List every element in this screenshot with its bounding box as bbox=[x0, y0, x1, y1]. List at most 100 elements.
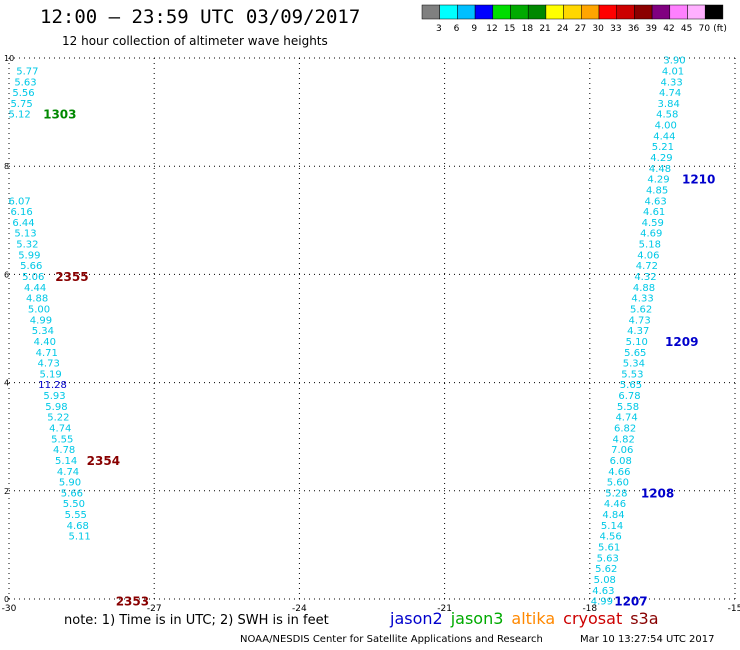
wave-height-label: 5.34 bbox=[32, 326, 54, 337]
wave-height-label: 4.66 bbox=[608, 467, 630, 478]
wave-height-label: 4.33 bbox=[631, 294, 653, 305]
colorbar-swatch bbox=[563, 4, 582, 20]
wave-height-label: 5.10 bbox=[626, 337, 648, 348]
colorbar-swatch bbox=[669, 4, 688, 20]
wave-height-label: 4.72 bbox=[636, 261, 658, 272]
wave-height-label: 5.66 bbox=[20, 261, 42, 272]
colorbar-swatch bbox=[598, 4, 617, 20]
wave-height-label: 4.69 bbox=[640, 229, 662, 240]
wave-height-label: 5.58 bbox=[617, 402, 639, 413]
wave-height-label: 4.74 bbox=[615, 413, 637, 424]
colorbar-swatch bbox=[616, 4, 635, 20]
colorbar-swatch bbox=[510, 4, 529, 20]
colorbar-swatch bbox=[421, 4, 440, 20]
grid-lines bbox=[8, 57, 736, 600]
wave-height-label: 5.65 bbox=[624, 348, 646, 359]
wave-height-label: 4.06 bbox=[637, 250, 659, 261]
footer-note: note: 1) Time is in UTC; 2) SWH is in fe… bbox=[64, 613, 329, 628]
colorbar-swatch bbox=[474, 4, 494, 20]
colorbar-label: 6 bbox=[454, 24, 460, 34]
wave-height-label: 5.22 bbox=[47, 413, 69, 424]
colorbar-swatch bbox=[704, 4, 724, 20]
wave-height-label: 4.46 bbox=[604, 499, 626, 510]
colorbar-label: 27 bbox=[575, 24, 586, 34]
wave-height-label: 4.74 bbox=[659, 88, 681, 99]
x-tick-label: -27 bbox=[147, 604, 162, 614]
wave-height-label: 5.50 bbox=[63, 499, 85, 510]
wave-height-label: 4.33 bbox=[660, 77, 682, 88]
wave-height-label: 5.60 bbox=[607, 478, 629, 489]
wave-height-label: 4.44 bbox=[24, 283, 46, 294]
wave-height-label: 4.37 bbox=[627, 326, 649, 337]
wave-height-label: 4.68 bbox=[67, 521, 89, 532]
wave-height-label: 6.82 bbox=[614, 424, 636, 435]
wave-height-label: 5.21 bbox=[652, 142, 674, 153]
wave-height-label: 4.58 bbox=[656, 110, 678, 121]
time-label: 2355 bbox=[55, 270, 88, 284]
wave-height-label: 5.99 bbox=[18, 250, 40, 261]
wave-height-label: 5.61 bbox=[598, 543, 620, 554]
credit-text: NOAA/NESDIS Center for Satellite Applica… bbox=[240, 634, 543, 645]
satellite-jason2: jason2 bbox=[390, 609, 443, 628]
colorbar-label: 39 bbox=[646, 24, 658, 34]
wave-height-label: 4.88 bbox=[26, 294, 48, 305]
wave-height-label: 5.63 bbox=[597, 553, 619, 564]
wave-height-label: 4.01 bbox=[662, 66, 684, 77]
wave-height-label: 5.90 bbox=[59, 478, 81, 489]
wave-height-label: 11.28 bbox=[38, 380, 67, 391]
wave-height-label: 4.48 bbox=[649, 164, 671, 175]
colorbar-swatch bbox=[651, 4, 671, 20]
wave-height-label: 5.62 bbox=[595, 564, 617, 575]
y-tick-label: 10 bbox=[4, 54, 14, 63]
wave-height-label: 4.61 bbox=[643, 207, 665, 218]
wave-height-label: 5.14 bbox=[55, 456, 77, 467]
wave-height-label: 5.77 bbox=[16, 66, 38, 77]
wave-height-label: 6.44 bbox=[12, 218, 34, 229]
wave-height-label: 4.85 bbox=[646, 185, 668, 196]
wave-height-label: 5.13 bbox=[14, 229, 36, 240]
wave-height-label: 5.53 bbox=[621, 369, 643, 380]
wave-height-label: 5.32 bbox=[16, 240, 38, 251]
satellite-legend: jason2 jason3 altika cryosat s3a bbox=[390, 609, 667, 628]
wave-height-label: 5.55 bbox=[65, 510, 87, 521]
wave-height-label: 6.07 bbox=[9, 196, 31, 207]
colorbar-label: 30 bbox=[592, 24, 604, 34]
satellite-s3a: s3a bbox=[630, 609, 659, 628]
colorbar-swatch bbox=[581, 4, 600, 20]
colorbar-swatch bbox=[687, 4, 706, 20]
data-points: 5.775.635.565.755.126.076.166.445.135.32… bbox=[9, 56, 716, 609]
wave-height-label: 4.73 bbox=[38, 359, 60, 370]
wave-height-label: 4.56 bbox=[599, 532, 621, 543]
x-tick-label: -21 bbox=[437, 604, 452, 614]
colorbar-swatch bbox=[439, 4, 458, 20]
time-label: 2353 bbox=[116, 595, 149, 609]
time-label: 1208 bbox=[641, 486, 674, 500]
y-tick-label: 0 bbox=[4, 595, 9, 604]
wave-height-label: 4.29 bbox=[650, 153, 672, 164]
time-label: 1210 bbox=[682, 173, 715, 187]
colorbar-swatch bbox=[492, 4, 511, 20]
axes: -30 -27 -24 -21 -18 -15 0 2 4 6 8 10 bbox=[2, 54, 740, 614]
wave-height-label: 5.56 bbox=[12, 88, 34, 99]
colorbar-swatch bbox=[457, 4, 476, 20]
satellite-cryosat: cryosat bbox=[563, 609, 623, 628]
wave-height-label: 5.98 bbox=[45, 402, 67, 413]
wave-height-label: 5.18 bbox=[639, 240, 661, 251]
wave-height-label: 5.63 bbox=[14, 77, 36, 88]
wave-height-label: 7.06 bbox=[611, 445, 633, 456]
satellite-jason3: jason3 bbox=[450, 609, 504, 628]
colorbar-label: 18 bbox=[522, 24, 534, 34]
wave-height-label: 4.99 bbox=[30, 315, 52, 326]
wave-height-label: 4.88 bbox=[633, 283, 655, 294]
wave-height-label: 4.29 bbox=[647, 175, 669, 186]
wave-height-label: 5.08 bbox=[594, 575, 616, 586]
wave-height-label: 4.74 bbox=[49, 424, 71, 435]
x-tick-label: -24 bbox=[292, 604, 307, 614]
colorbar-label: (ft) bbox=[713, 24, 727, 34]
wave-height-label: 4.78 bbox=[53, 445, 75, 456]
colorbar-label: 9 bbox=[471, 24, 477, 34]
y-tick-label: 4 bbox=[4, 379, 9, 388]
wave-height-label: 3.84 bbox=[658, 99, 680, 110]
wave-height-label: 5.75 bbox=[10, 99, 32, 110]
wave-height-label: 5.28 bbox=[605, 488, 627, 499]
